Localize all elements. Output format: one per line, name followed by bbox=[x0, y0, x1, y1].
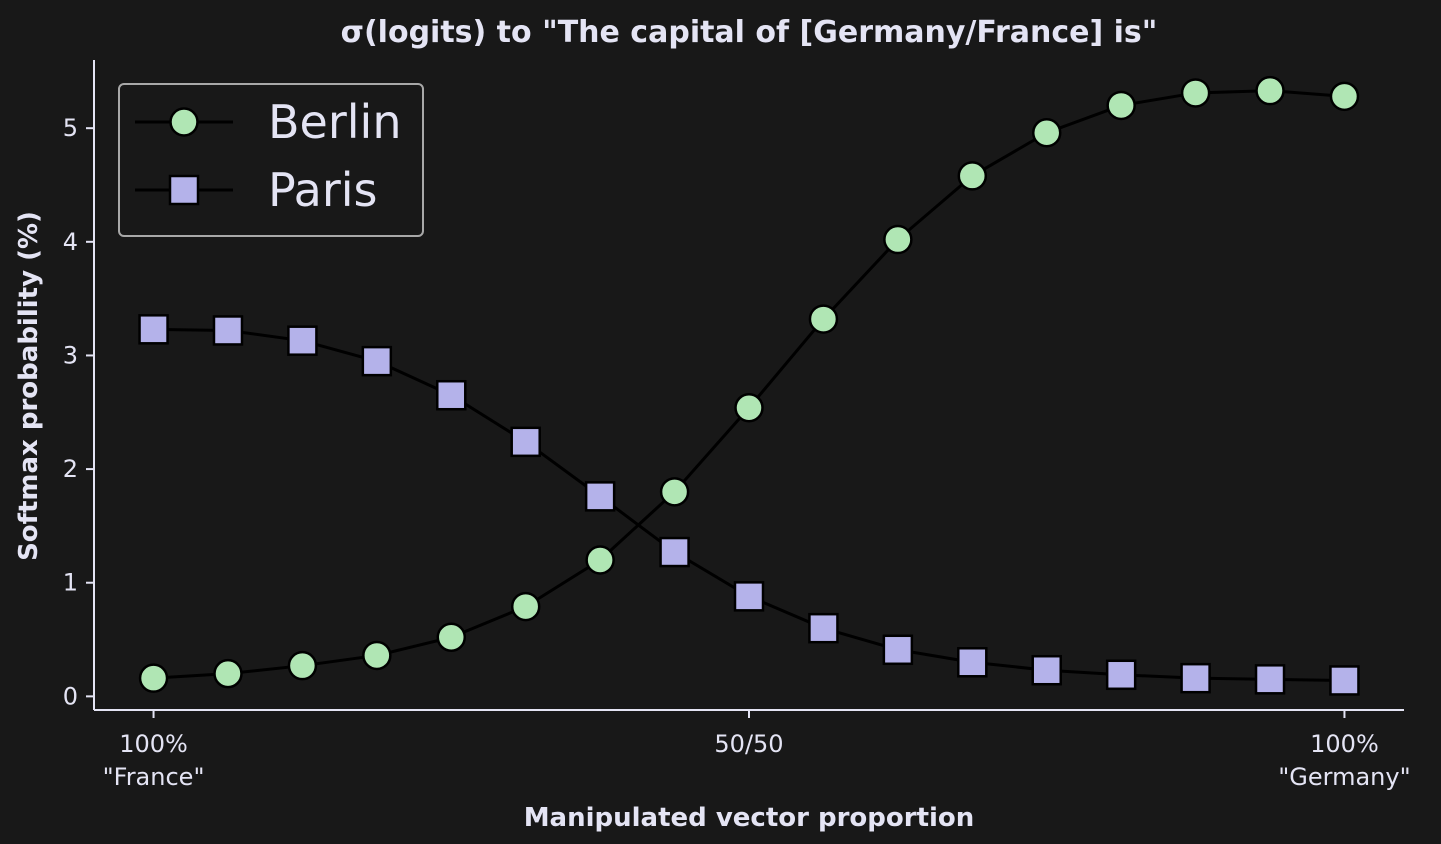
y-tick-label: 3 bbox=[63, 341, 78, 369]
data-point-berlin bbox=[1255, 75, 1285, 106]
legend-marker-paris bbox=[168, 174, 200, 206]
data-point-berlin bbox=[213, 658, 243, 689]
data-point-berlin bbox=[1329, 81, 1360, 112]
chart-title: σ(logits) to "The capital of [Germany/Fr… bbox=[341, 15, 1158, 50]
data-point-paris bbox=[510, 426, 541, 458]
data-point-paris bbox=[1180, 662, 1211, 694]
legend-label-berlin: Berlin bbox=[268, 95, 402, 149]
data-point-paris bbox=[882, 634, 914, 666]
x-tick-label: 50/50 bbox=[714, 730, 783, 758]
data-point-paris bbox=[436, 379, 467, 411]
data-point-paris bbox=[733, 581, 765, 612]
data-point-paris bbox=[1254, 664, 1286, 695]
data-point-berlin bbox=[585, 545, 615, 575]
data-point-paris bbox=[287, 325, 318, 356]
data-point-berlin bbox=[883, 224, 913, 255]
x-tick-label: "Germany" bbox=[1278, 763, 1410, 791]
data-point-paris bbox=[138, 314, 169, 345]
data-point-berlin bbox=[1180, 78, 1211, 108]
data-point-paris bbox=[212, 315, 244, 346]
x-tick-label: "France" bbox=[103, 763, 205, 791]
x-tick-label: 100% bbox=[119, 730, 188, 758]
data-point-berlin bbox=[510, 591, 541, 622]
data-point-paris bbox=[1031, 654, 1062, 686]
y-tick-label: 2 bbox=[63, 455, 78, 483]
data-point-paris bbox=[584, 481, 616, 512]
y-tick-label: 4 bbox=[63, 228, 78, 256]
data-point-berlin bbox=[734, 392, 764, 423]
y-tick-label: 5 bbox=[63, 114, 78, 142]
data-point-berlin bbox=[808, 304, 839, 334]
data-point-berlin bbox=[957, 161, 988, 191]
legend: Berlin Paris bbox=[118, 83, 424, 237]
y-tick-label: 1 bbox=[63, 569, 78, 597]
data-point-paris bbox=[1105, 659, 1137, 691]
y-axis-label: Softmax probability (%) bbox=[14, 211, 44, 561]
data-point-berlin bbox=[659, 477, 690, 507]
x-tick-label: 100% bbox=[1310, 730, 1379, 758]
data-point-berlin bbox=[1106, 90, 1136, 121]
data-point-paris bbox=[1329, 665, 1360, 696]
axes: 0 1 2 3 4 5 100% "France" 50/50 100% "Germany" bbox=[63, 60, 1411, 791]
legend-label-paris: Paris bbox=[268, 163, 378, 217]
x-axis-label: Manipulated vector proportion bbox=[524, 803, 975, 833]
data-point-paris bbox=[659, 536, 690, 568]
data-point-paris bbox=[808, 612, 839, 644]
data-point-berlin bbox=[1031, 117, 1062, 148]
legend-marker-berlin bbox=[169, 107, 199, 137]
data-point-berlin bbox=[138, 663, 169, 693]
data-point-berlin bbox=[287, 650, 318, 681]
data-point-berlin bbox=[436, 622, 467, 653]
data-point-berlin bbox=[362, 640, 392, 671]
y-tick-label: 0 bbox=[63, 682, 78, 710]
plot-area bbox=[138, 75, 1360, 696]
data-point-paris bbox=[361, 345, 393, 377]
data-point-paris bbox=[957, 647, 988, 678]
